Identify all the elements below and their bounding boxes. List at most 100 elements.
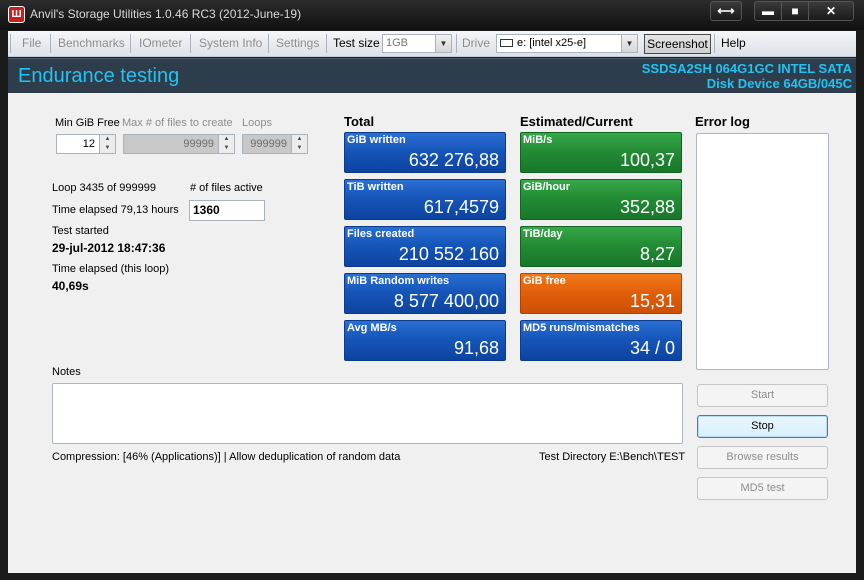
menu-bar: File Benchmarks IOmeter System Info Sett… — [8, 31, 856, 57]
test-size-select[interactable]: 1GB ▼ — [382, 34, 452, 53]
menu-benchmarks[interactable]: Benchmarks — [58, 36, 125, 50]
menu-separator — [190, 34, 191, 53]
spinner-buttons[interactable]: ▲ ▼ — [218, 135, 234, 153]
notes-field[interactable] — [52, 383, 683, 444]
error-log-heading: Error log — [695, 114, 750, 129]
test-size-value: 1GB — [386, 37, 409, 49]
spin-up-icon[interactable]: ▲ — [296, 136, 303, 142]
menu-separator — [714, 34, 715, 53]
time-elapsed-loop-value: 40,69s — [52, 279, 89, 293]
maximize-button[interactable]: ■ — [782, 1, 809, 21]
loops-spinner[interactable]: 999999 ▲ ▼ — [242, 134, 308, 154]
spin-up-icon[interactable]: ▲ — [223, 136, 230, 142]
min-gib-free-value: 12 — [82, 138, 95, 150]
device-line-2: Disk Device 64GB/045C — [706, 76, 852, 91]
max-files-label: Max # of files to create — [122, 117, 233, 129]
md5-runs-tile: MD5 runs/mismatches 34 / 0 — [520, 320, 682, 361]
drive-icon — [500, 39, 513, 47]
tile-value: 15,31 — [629, 291, 675, 311]
loops-value: 999999 — [250, 138, 287, 150]
test-directory: Test Directory E:\Bench\TEST — [539, 451, 686, 463]
start-button[interactable]: Start — [697, 384, 828, 407]
spin-up-icon[interactable]: ▲ — [104, 136, 111, 142]
tile-value: 100,37 — [619, 150, 675, 170]
chevron-down-icon[interactable]: ▼ — [621, 35, 637, 52]
tile-label: GiB written — [347, 134, 406, 146]
files-active-label: # of files active — [190, 182, 263, 194]
tile-label: GiB free — [523, 275, 566, 287]
files-active-field[interactable]: 1360 — [189, 200, 265, 221]
total-heading: Total — [344, 114, 375, 129]
tile-label: GiB/hour — [523, 181, 571, 193]
spinner-buttons[interactable]: ▲ ▼ — [99, 135, 115, 153]
spinner-buttons[interactable]: ▲ ▼ — [291, 135, 307, 153]
menu-separator — [10, 34, 11, 53]
device-line-1: SSDSA2SH 064G1GC INTEL SATA — [641, 61, 852, 76]
min-gib-free-label: Min GiB Free — [55, 117, 120, 129]
menu-separator — [326, 34, 327, 53]
device-info: SSDSA2SH 064G1GC INTEL SATA Disk Device … — [642, 61, 852, 91]
menu-separator — [268, 34, 269, 53]
max-files-value: 99999 — [183, 138, 214, 150]
tile-value: 632 276,88 — [408, 150, 499, 170]
files-created-tile: Files created 210 552 160 — [344, 226, 506, 267]
stop-button[interactable]: Stop — [697, 415, 828, 438]
max-files-spinner[interactable]: 99999 ▲ ▼ — [123, 134, 235, 154]
mib-random-writes-tile: MiB Random writes 8 577 400,00 — [344, 273, 506, 314]
tile-label: Files created — [347, 228, 415, 240]
loops-label: Loops — [242, 117, 272, 129]
menu-iometer[interactable]: IOmeter — [139, 36, 183, 50]
tib-day-tile: TiB/day 8,27 — [520, 226, 682, 267]
drive-label: Drive — [462, 36, 491, 50]
page-header: Endurance testing SSDSA2SH 064G1GC INTEL… — [8, 58, 856, 93]
compression-info: Compression: [46% (Applications)] | Allo… — [52, 451, 401, 463]
tile-value: 8,27 — [639, 244, 675, 264]
time-elapsed-loop-label: Time elapsed (this loop) — [52, 263, 169, 275]
tile-value: 352,88 — [619, 197, 675, 217]
tile-label: MD5 runs/mismatches — [523, 322, 640, 334]
spin-down-icon[interactable]: ▼ — [223, 145, 230, 151]
window-title: Anvil's Storage Utilities 1.0.46 RC3 (20… — [30, 7, 302, 21]
main-panel: Min GiB Free 12 ▲ ▼ Max # of files to cre… — [8, 93, 856, 573]
tile-value: 8 577 400,00 — [393, 291, 499, 311]
test-size-label: Test size — [333, 36, 380, 50]
menu-separator — [50, 34, 51, 53]
avg-mbs-tile: Avg MB/s 91,68 — [344, 320, 506, 361]
tile-label: TiB/day — [523, 228, 563, 240]
gib-written-tile: GiB written 632 276,88 — [344, 132, 506, 173]
app-anvil-icon[interactable]: Ш — [8, 6, 25, 23]
resize-window-button[interactable]: ⟷ — [710, 1, 742, 21]
tile-value: 91,68 — [453, 338, 499, 358]
estimated-heading: Estimated/Current — [520, 114, 633, 129]
tile-label: Avg MB/s — [347, 322, 397, 334]
tile-value: 34 / 0 — [629, 338, 675, 358]
md5-test-button[interactable]: MD5 test — [697, 477, 828, 500]
tib-written-tile: TiB written 617,4579 — [344, 179, 506, 220]
minimize-button[interactable]: ▬ — [754, 1, 782, 21]
gib-hour-tile: GiB/hour 352,88 — [520, 179, 682, 220]
close-button[interactable]: ✕ — [809, 1, 854, 21]
notes-label: Notes — [52, 366, 81, 378]
title-bar: Ш Anvil's Storage Utilities 1.0.46 RC3 (… — [0, 0, 864, 30]
menu-file[interactable]: File — [22, 36, 42, 50]
tile-value: 210 552 160 — [398, 244, 499, 264]
browse-results-button[interactable]: Browse results — [697, 446, 828, 469]
screenshot-button[interactable]: Screenshot — [644, 34, 711, 54]
menu-help[interactable]: Help — [721, 36, 746, 50]
mibs-tile: MiB/s 100,37 — [520, 132, 682, 173]
chevron-down-icon[interactable]: ▼ — [435, 35, 451, 52]
drive-select[interactable]: e: [intel x25-e] ▼ — [496, 34, 638, 53]
tile-label: MiB Random writes — [347, 275, 450, 287]
menu-settings[interactable]: Settings — [276, 36, 320, 50]
test-started-label: Test started — [52, 225, 109, 237]
time-elapsed: Time elapsed 79,13 hours — [52, 204, 179, 216]
spin-down-icon[interactable]: ▼ — [104, 145, 111, 151]
error-log-panel[interactable] — [696, 133, 829, 370]
min-gib-free-spinner[interactable]: 12 ▲ ▼ — [56, 134, 116, 154]
drive-value: e: [intel x25-e] — [517, 37, 587, 49]
menu-separator — [130, 34, 131, 53]
spin-down-icon[interactable]: ▼ — [296, 145, 303, 151]
gib-free-tile: GiB free 15,31 — [520, 273, 682, 314]
menu-system-info[interactable]: System Info — [199, 36, 263, 50]
tile-label: MiB/s — [523, 134, 553, 146]
